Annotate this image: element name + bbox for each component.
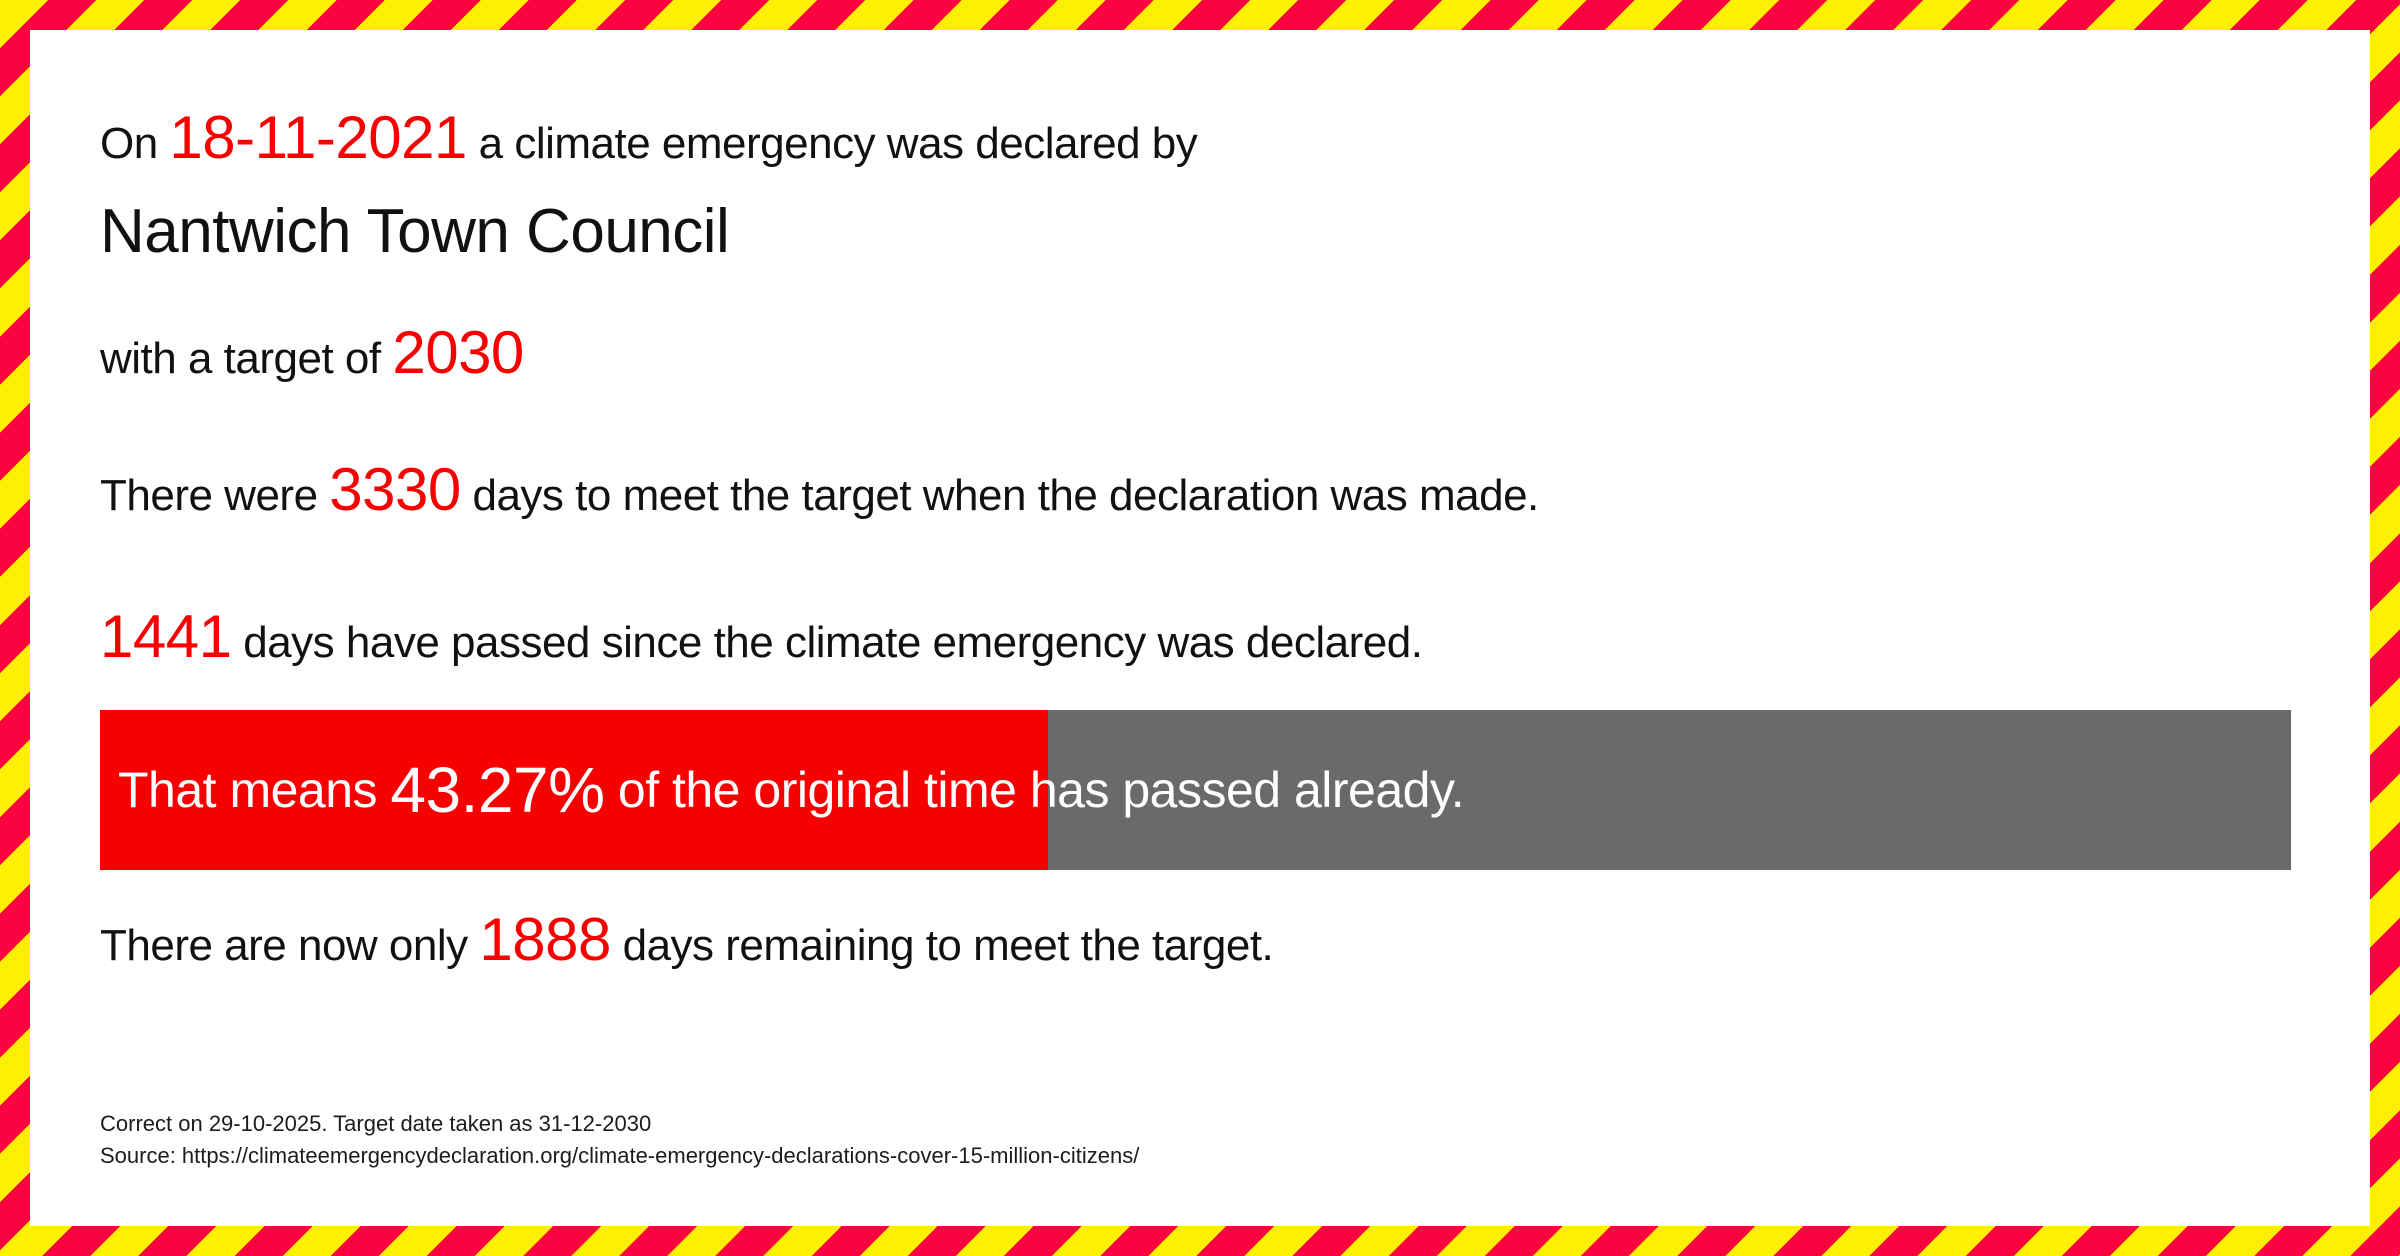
content-panel: On 18-11-2021 a climate emergency was de… xyxy=(30,30,2370,1226)
progress-text: That means 43.27% of the original time h… xyxy=(100,710,2291,870)
footer-correct-on: Correct on 29-10-2025. Target date taken… xyxy=(100,1111,652,1136)
target-line: with a target of 2030 xyxy=(100,318,524,387)
declaration-suffix: a climate emergency was declared by xyxy=(478,119,1198,168)
footer-source: Source: https://climateemergencydeclarat… xyxy=(100,1143,1140,1168)
days-to-target-suffix: days to meet the target when the declara… xyxy=(472,471,1539,520)
progress-fill xyxy=(100,710,1049,870)
days-passed-suffix: days have passed since the climate emerg… xyxy=(243,618,1423,667)
progress-bar: That means 43.27% of the original time h… xyxy=(100,710,2291,870)
target-prefix: with a target of xyxy=(100,334,393,383)
council-name: Nantwich Town Council xyxy=(100,197,730,266)
days-remaining-prefix: There are now only xyxy=(100,921,480,970)
days-to-target-line: There were 3330 days to meet the target … xyxy=(100,455,1539,524)
days-remaining-line: There are now only 1888 days remaining t… xyxy=(100,905,1274,974)
progress-percent: 43.27% xyxy=(390,754,605,826)
progress-prefix: That means xyxy=(118,762,378,818)
declaration-prefix: On xyxy=(100,119,170,168)
days-remaining-value: 1888 xyxy=(479,906,611,973)
progress-suffix: of the original time has passed already. xyxy=(617,762,1465,818)
footer: Correct on 29-10-2025. Target date taken… xyxy=(100,1108,1139,1172)
days-passed-value: 1441 xyxy=(100,603,232,670)
days-remaining-suffix: days remaining to meet the target. xyxy=(622,921,1274,970)
declaration-line: On 18-11-2021 a climate emergency was de… xyxy=(100,103,1198,172)
days-to-target-prefix: There were xyxy=(100,471,330,520)
target-year: 2030 xyxy=(392,319,524,386)
days-to-target-value: 3330 xyxy=(329,456,461,523)
days-passed-line: 1441 days have passed since the climate … xyxy=(100,602,1423,671)
declaration-date: 18-11-2021 xyxy=(169,104,467,171)
